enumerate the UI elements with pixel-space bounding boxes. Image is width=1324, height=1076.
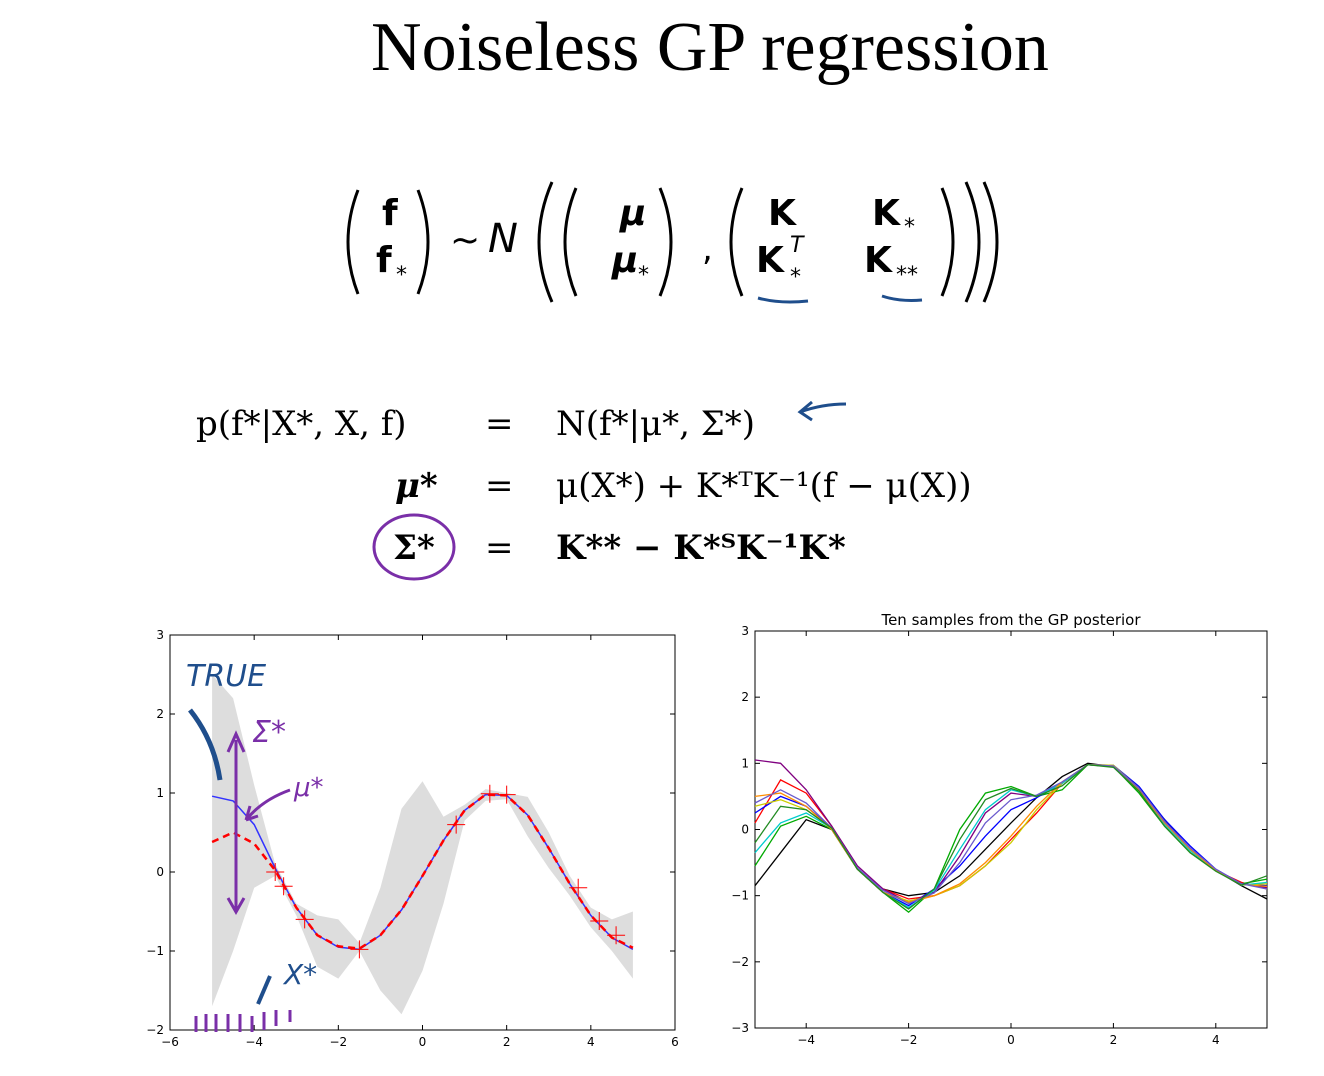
cov-tl: K [768,193,797,234]
right-ytick-label: −2 [731,955,749,969]
posterior-eq-2: = [485,466,514,506]
arrow-annotation-1 [797,400,847,422]
right-xtick-label: −4 [797,1033,815,1047]
right-plot-frame [754,630,1268,1029]
left-ytick-label: 1 [156,786,164,800]
training-point [497,785,516,804]
posterior-samples-chart: Ten samples from the GP posterior −4 −2 0 2 4… [731,611,1268,1047]
right-ytick-label: 2 [741,690,749,704]
sim-symbol: ~ [450,220,480,261]
vec-f-top: f [382,193,398,234]
left-xtick-label: 0 [419,1035,427,1049]
cov-bl-sup: T [790,233,805,258]
right-ytick-label: 3 [741,624,749,638]
left-xtick-label: −2 [329,1035,347,1049]
cov-bl: K [756,240,785,281]
left-xtick-label: 4 [587,1035,595,1049]
posterior-rhs-1: N(f*|μ*, Σ*) [556,404,756,444]
posterior-eq-1: = [485,404,514,444]
training-point [607,926,626,945]
vec-f-bottom-sub: * [396,263,407,288]
right-xtick-label: −2 [900,1033,918,1047]
right-xtick-label: 2 [1110,1033,1118,1047]
left-xtick-label: 2 [503,1035,511,1049]
posterior-rhs-2: μ(X*) + K*ᵀK⁻¹(f − μ(X)) [556,466,972,506]
right-ytick-label: −3 [731,1021,749,1035]
right-ytick-label: −1 [731,889,749,903]
vec-f-bottom: f [376,240,392,281]
sample-line-10 [754,764,1268,910]
uncertainty-band [212,674,633,1015]
posterior-mean-chart: −6 −4 −2 0 2 4 6 −2 −1 0 1 2 3 [146,628,679,1049]
right-ytick-label: 0 [741,823,749,837]
left-ytick-label: 2 [156,707,164,721]
left-xtick-label: 6 [671,1035,679,1049]
training-point [274,877,293,896]
right-title: Ten samples from the GP posterior [880,611,1141,629]
training-point [295,910,314,929]
mean-top: μ [619,193,647,234]
posterior-lhs-3: Σ* [393,528,435,568]
training-point [480,784,499,803]
underline-k-starstar [881,294,923,302]
training-point [266,863,285,881]
cov-br-sub: ** [896,263,918,288]
cov-tr-sub: * [904,215,915,240]
training-point [447,815,466,834]
right-xtick-label: 4 [1212,1033,1220,1047]
right-xtick-label: 0 [1007,1033,1015,1047]
normal-symbol: N [488,216,518,262]
posterior-lhs-1: p(f*|X*, X, f) [196,404,407,444]
posterior-lhs-2: μ* [395,466,438,506]
slide-title: Noiseless GP regression [371,9,1049,86]
left-xtick-label: −4 [245,1035,263,1049]
right-ytick-label: 1 [741,756,749,770]
underline-k-star-t [757,296,809,304]
posterior-rhs-3: K** − K*ᵀK⁻¹K* [556,528,846,568]
mean-bottom-sub: * [638,263,649,288]
posterior_mean-line [211,793,634,950]
training-point [590,911,609,930]
cov-tr: K [872,193,901,234]
training-point [569,878,588,897]
training-point [350,940,369,959]
left-ytick-label: 0 [156,865,164,879]
svg-text:,: , [702,229,713,269]
cov-bl-sub: * [790,265,801,290]
left-ytick-label: −2 [146,1023,164,1037]
left-ytick-label: 3 [156,628,164,642]
left-xtick-label: −6 [161,1035,179,1049]
posterior-eq-3: = [485,528,514,568]
left-ytick-label: −1 [146,944,164,958]
mean-bottom: μ [611,240,639,281]
joint-distribution-equation: f f * ~ N μ μ * , K K * K T * K ** [346,181,999,304]
cov-br: K [864,240,893,281]
